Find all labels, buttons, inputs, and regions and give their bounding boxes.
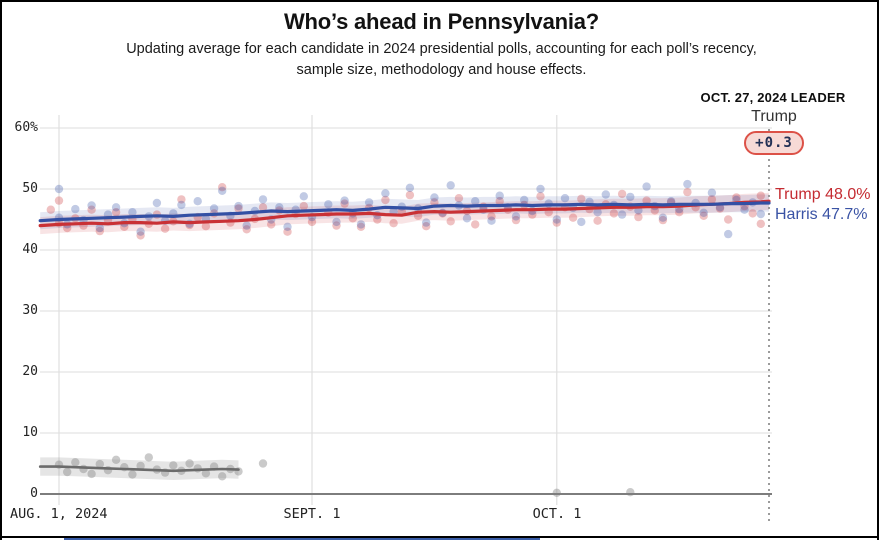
harris-end-label: Harris 47.7% — [775, 206, 868, 223]
y-axis-tick-30: 30 — [22, 303, 38, 318]
leader-kicker: OCT. 27, 2024 LEADER — [700, 90, 846, 105]
y-axis-tick-10: 10 — [22, 425, 38, 440]
chart-subtitle-line1: Updating average for each candidate in 2… — [126, 41, 757, 57]
chart-subtitle-line2: sample size, methodology and house effec… — [296, 62, 587, 78]
y-axis-tick-60: 60% — [14, 120, 38, 135]
x-axis-tick-oct1: OCT. 1 — [532, 506, 582, 522]
leader-name: Trump — [714, 108, 834, 126]
x-axis-tick-aug1: AUG. 1, 2024 — [10, 506, 108, 522]
bottom-accent-bar — [64, 538, 540, 540]
trump-end-label: Trump 48.0% — [775, 186, 871, 203]
y-axis-tick-50: 50 — [22, 181, 38, 196]
y-axis-tick-0: 0 — [30, 486, 38, 501]
x-axis-tick-sept1: SEPT. 1 — [283, 506, 341, 522]
card-bottom-border — [2, 536, 877, 538]
chart-title: Who’s ahead in Pennsylvania? — [283, 9, 600, 34]
y-axis-tick-20: 20 — [22, 364, 38, 379]
y-axis-tick-40: 40 — [22, 242, 38, 257]
leader-margin-pill: +0.3 — [744, 131, 804, 155]
